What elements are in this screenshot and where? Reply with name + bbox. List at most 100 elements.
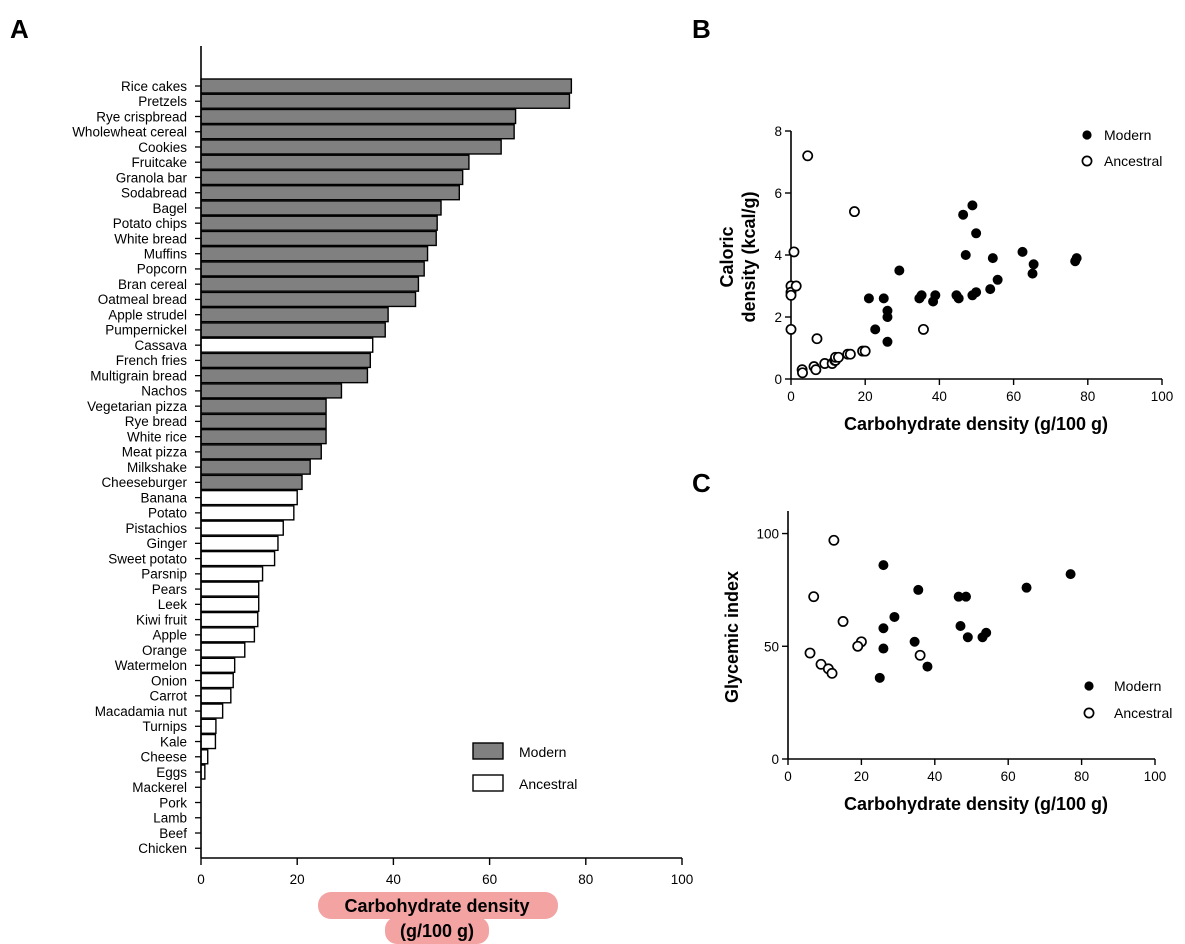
point-ancestral: [826, 667, 838, 679]
x-tick-label: 40: [927, 769, 942, 784]
bar-cassava: [200, 337, 374, 353]
point-ancestral: [811, 333, 823, 345]
bar-cookies: [200, 139, 502, 155]
point-modern: [1028, 259, 1039, 270]
point-modern: [914, 293, 925, 304]
point-modern: [878, 560, 889, 571]
point-modern: [909, 636, 920, 647]
bar-sweet-potato: [200, 550, 276, 567]
x-tick-label: 100: [1144, 769, 1167, 784]
x-tick-label: 80: [1080, 389, 1095, 404]
x-tick-label: 80: [578, 872, 593, 887]
bar-wholewheat-cereal: [200, 124, 515, 140]
category-label: Meat pizza: [122, 445, 188, 460]
point-ancestral: [785, 323, 797, 335]
category-label: Rye crispbread: [96, 109, 187, 124]
panel-b-scatter: 0 20 40 60 80 100 0 2 4 6 8 Modern Ancestral Carb…: [717, 124, 1173, 434]
bar-white-bread: [200, 230, 437, 247]
point-ancestral: [833, 351, 844, 363]
panel-b-y-axis-title-line2: density (kcal/g): [739, 191, 759, 322]
category-label: Multigrain bread: [90, 368, 187, 383]
category-label: Bran cereal: [118, 277, 187, 292]
x-tick-label: 80: [1074, 769, 1089, 784]
bar-cheese: [200, 749, 209, 765]
category-label: Mackerel: [132, 780, 187, 795]
point-modern: [894, 265, 905, 276]
legend-label-modern: Modern: [519, 744, 566, 760]
point-modern: [985, 284, 996, 295]
category-label: Onion: [151, 673, 187, 688]
category-label: Granola bar: [116, 170, 188, 185]
x-tick-label: 0: [784, 769, 792, 784]
panel-b-x-axis-title: Carbohydrate density (g/100 g): [844, 414, 1108, 434]
bar-oatmeal-bread: [200, 291, 417, 308]
point-ancestral: [790, 280, 802, 292]
point-ancestral: [785, 289, 797, 301]
category-label: Parsnip: [141, 567, 187, 582]
point-modern: [882, 336, 893, 347]
point-modern: [878, 643, 889, 654]
bar-rye-crispbread: [200, 108, 517, 125]
point-ancestral: [848, 206, 860, 218]
y-tick-label: 50: [764, 639, 779, 654]
category-label: Nachos: [141, 384, 187, 399]
panel-b-x-ticks: 0 20 40 60 80 100: [787, 379, 1173, 404]
x-axis-title-highlight: [318, 892, 558, 919]
x-tick-label: 40: [386, 872, 401, 887]
bar-bagel: [200, 200, 442, 216]
category-label: Sodabread: [121, 186, 187, 201]
point-modern: [1021, 582, 1032, 593]
y-tick-label: 4: [774, 248, 782, 263]
category-label: Kiwi fruit: [136, 612, 187, 627]
panel-b-y-axis-title: Caloric: [717, 226, 737, 287]
panel-c-y-ticks: 0 50 100: [756, 527, 788, 767]
point-ancestral: [804, 647, 816, 659]
panel-a-x-axis-title: Carbohydrate density: [344, 896, 529, 916]
category-label: Popcorn: [137, 262, 187, 277]
point-modern: [1065, 569, 1076, 580]
category-label: Pretzels: [138, 94, 187, 109]
bar-sodabread: [200, 185, 460, 201]
category-label: Kale: [160, 734, 187, 749]
bar-rice-cakes: [200, 78, 573, 94]
legend-label-ancestral: Ancestral: [1104, 153, 1162, 169]
bar-cheeseburger: [200, 474, 303, 491]
legend-marker-ancestral: [1081, 155, 1093, 167]
category-label: Cassava: [134, 338, 187, 353]
point-modern: [958, 209, 969, 220]
point-ancestral: [917, 323, 929, 335]
point-modern: [1017, 246, 1028, 257]
panel-a-x-axis-title-line2: (g/100 g): [400, 921, 474, 941]
bar-fruitcake: [200, 154, 470, 170]
category-label: Fruitcake: [131, 155, 187, 170]
panel-a-bars: [200, 78, 573, 780]
category-label: Pork: [159, 795, 187, 810]
bar-watermelon: [200, 657, 236, 674]
category-label: Cheese: [140, 750, 187, 765]
category-label: Potato: [148, 506, 187, 521]
point-modern: [889, 611, 900, 622]
panel-c-scatter: 0 20 40 60 80 100 0 50 100 Modern Ancestral Car…: [722, 511, 1172, 814]
point-modern: [913, 584, 924, 595]
bar-onion: [200, 672, 234, 689]
point-ancestral: [797, 367, 808, 379]
bar-pretzels: [200, 93, 571, 109]
panel-c-x-axis-title: Carbohydrate density (g/100 g): [844, 794, 1108, 814]
bar-parsnip: [200, 566, 264, 582]
point-modern: [962, 632, 973, 643]
bar-apple: [200, 627, 256, 643]
legend-label-ancestral: Ancestral: [519, 776, 577, 792]
x-tick-label: 60: [482, 872, 497, 887]
x-tick-label: 40: [932, 389, 947, 404]
category-label: Chicken: [138, 841, 187, 856]
category-label: Cookies: [138, 140, 187, 155]
point-ancestral: [802, 150, 814, 162]
panel-c-x-ticks: 0 20 40 60 80 100: [784, 759, 1166, 784]
point-modern: [955, 620, 966, 631]
category-label: Oatmeal bread: [98, 292, 187, 307]
category-label: Leek: [158, 597, 188, 612]
point-modern: [992, 274, 1003, 285]
